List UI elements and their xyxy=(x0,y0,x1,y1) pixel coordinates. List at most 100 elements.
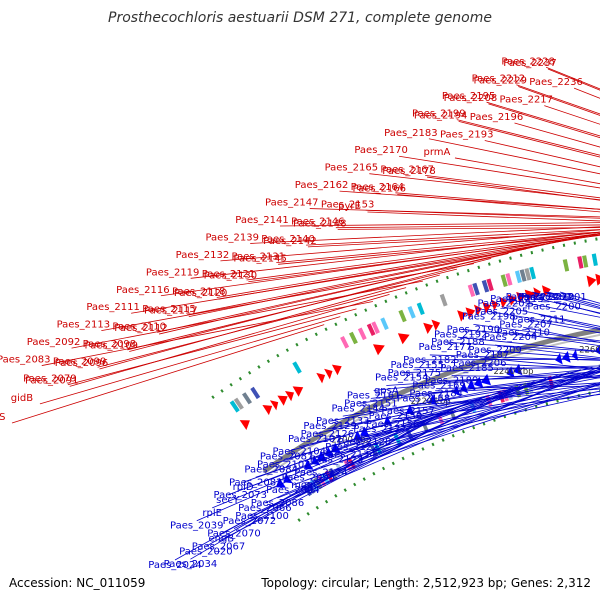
forward-gene-label: Paes_2183 xyxy=(384,128,438,139)
forward-gene-label: Paes_2141 xyxy=(235,215,289,226)
reverse-leader-line xyxy=(305,384,600,481)
reverse-gene-label: Paes_2213 xyxy=(490,294,544,305)
forward-leader-line xyxy=(190,231,600,279)
forward-feature-block xyxy=(416,302,425,315)
forward-gene-label: Paes_2148 xyxy=(293,218,347,229)
forward-feature-block xyxy=(439,293,448,307)
reverse-leader-line xyxy=(314,370,600,435)
forward-feature-block xyxy=(481,279,490,293)
reverse-leader-line xyxy=(190,416,434,560)
forward-gene-label: pyrE xyxy=(338,201,361,212)
forward-gene-label: Paes_2165 xyxy=(325,163,379,174)
reverse-gene-label: Paes_2156 xyxy=(366,419,420,430)
reverse-leader-line xyxy=(174,421,423,561)
forward-gene-label: Paes_2217 xyxy=(500,95,554,106)
reverse-gene-label: Paes_2024 xyxy=(148,560,202,571)
forward-gene-label: Paes_2199 xyxy=(412,109,466,120)
forward-gene-arrow xyxy=(239,420,250,430)
forward-feature-block xyxy=(505,273,513,286)
forward-leader-line xyxy=(279,222,600,227)
reverse-gene-label: Paes_2177 xyxy=(419,342,473,353)
reverse-gene-label: Paes_2150 xyxy=(369,411,423,422)
forward-gene-label: Paes_2092 xyxy=(27,337,81,348)
forward-gene-label: Paes_2153 xyxy=(321,199,375,210)
forward-gene-arrow xyxy=(465,307,476,319)
forward-leader-line xyxy=(397,194,600,213)
forward-feature-block xyxy=(467,284,476,297)
reverse-leader-line xyxy=(408,388,600,407)
reverse-gene-arrow xyxy=(428,394,438,406)
accession-text: Accession: NC_011059 xyxy=(9,576,145,590)
forward-gene-label: Paes_2162 xyxy=(295,180,349,191)
forward-feature-block xyxy=(380,317,389,330)
forward-gene-label: Paes_2194 xyxy=(414,110,468,121)
forward-leader-line xyxy=(158,244,544,335)
forward-gene-label: Paes_2167 xyxy=(380,164,434,175)
reverse-leader-line xyxy=(364,390,600,438)
reverse-gene-label: Paes_2185 xyxy=(440,363,494,374)
forward-leader-line xyxy=(67,308,357,386)
label-layer: cysS gidB Paes_2079 Paes_2083 Paes_2091 Paes_… xyxy=(0,56,587,571)
forward-gene-label: Paes_2083 xyxy=(0,355,51,366)
forward-gene-arrow xyxy=(457,310,467,322)
reverse-feature-block xyxy=(485,394,493,407)
reverse-gene-label: Paes_2151 xyxy=(344,398,398,409)
reverse-gene-label: Paes_2128 xyxy=(338,437,392,448)
forward-leader-line xyxy=(276,231,600,263)
reverse-gene-label: Paes_2211 xyxy=(512,314,566,325)
forward-leader-line xyxy=(11,324,325,424)
reverse-gene-label: Paes_2039 xyxy=(170,521,224,532)
forward-leader-line xyxy=(458,120,600,158)
forward-leader-line xyxy=(456,119,600,156)
forward-gene-arrow xyxy=(524,289,536,302)
forward-gene-arrow xyxy=(277,395,288,406)
forward-gene-label: Paes_2166 xyxy=(352,184,406,195)
forward-gene-label: Paes_2098 xyxy=(83,339,137,350)
reverse-feature-block xyxy=(306,481,316,494)
reverse-gene-label: Paes_2104 xyxy=(272,447,326,458)
reverse-leader-line xyxy=(473,323,600,342)
forward-gene-arrow xyxy=(269,400,279,411)
reverse-gene-arrow xyxy=(283,473,293,484)
forward-feature-block xyxy=(292,361,302,374)
forward-gene-label: gidB xyxy=(11,393,33,404)
reverse-leader-line xyxy=(482,349,600,360)
reverse-gene-label: Paes_2168 xyxy=(397,393,451,404)
forward-leader-line xyxy=(220,229,600,262)
forward-feature-block xyxy=(233,397,244,410)
reverse-gene-arrow xyxy=(474,376,484,388)
forward-gene-label: Paes_2229 xyxy=(473,75,527,86)
forward-leader-line xyxy=(395,192,600,210)
forward-leader-line xyxy=(486,101,600,137)
forward-gene-label: Paes_2178 xyxy=(382,166,436,177)
reverse-leader-line xyxy=(395,383,600,412)
reverse-leader-line xyxy=(488,311,600,330)
forward-leader-line xyxy=(39,316,341,405)
reverse-gene-label: Paes_2184 xyxy=(409,388,463,399)
reverse-gene-arrow xyxy=(316,450,328,462)
forward-feature-block xyxy=(486,278,494,292)
reverse-gene-label: Paes_2202 xyxy=(477,299,531,310)
forward-gene-label: Paes_2208 xyxy=(444,93,498,104)
reverse-gene-label: rplD xyxy=(233,482,254,493)
reverse-gene-label: rplE xyxy=(202,508,222,519)
reverse-gene-arrow xyxy=(360,426,370,438)
reverse-gene-label: Paes_2203 xyxy=(518,292,572,303)
forward-leader-line xyxy=(307,231,600,248)
reverse-leader-line xyxy=(349,393,600,451)
forward-gene-arrow xyxy=(331,364,342,376)
forward-feature-block xyxy=(514,270,522,284)
forward-gene-arrow xyxy=(473,304,482,316)
reverse-gene-label: Paes_2094 xyxy=(266,485,320,496)
forward-gene-label: Paes_2099 xyxy=(53,356,107,367)
forward-leader-line xyxy=(69,294,390,387)
forward-leader-line xyxy=(337,227,600,230)
reverse-gene-label: Paes_2201 xyxy=(533,292,587,303)
reverse-gene-label: engB xyxy=(208,534,234,545)
backbone-ring xyxy=(262,327,600,474)
reverse-gene-label: moaC xyxy=(291,480,320,491)
forward-gene-arrow xyxy=(316,372,326,384)
reverse-leader-line xyxy=(417,358,600,361)
forward-leader-line xyxy=(246,232,600,281)
